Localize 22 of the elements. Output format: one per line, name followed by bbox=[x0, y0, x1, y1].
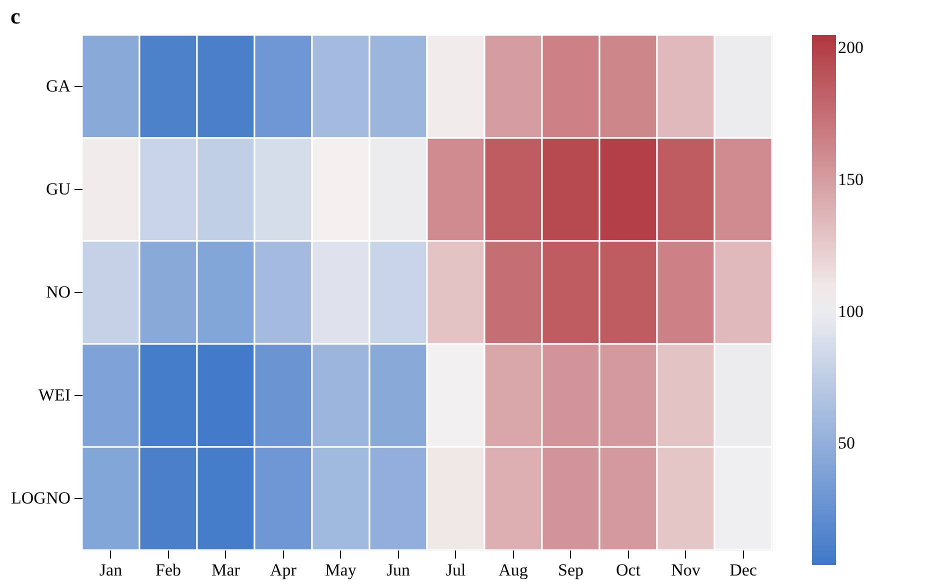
color-bar-label: 100 bbox=[838, 302, 864, 321]
x-tick-label: Aug bbox=[498, 560, 528, 580]
x-tick-label: Jun bbox=[386, 560, 411, 580]
x-tick-label: Apr bbox=[270, 560, 297, 580]
y-tick-label: NO bbox=[46, 282, 70, 302]
x-tick-label: Feb bbox=[156, 560, 181, 580]
y-tick-label: GU bbox=[46, 180, 70, 198]
chart-title: c bbox=[10, 3, 21, 28]
color-bar-label: 50 bbox=[838, 434, 855, 453]
x-tick-label: Mar bbox=[212, 560, 240, 580]
x-tick-label: Jan bbox=[99, 560, 123, 580]
x-tick-label: May bbox=[325, 560, 357, 580]
y-tick-label: LOGNO bbox=[11, 488, 70, 508]
y-tick-label: WEI bbox=[38, 386, 71, 404]
x-tick-label: Oct bbox=[616, 560, 641, 580]
x-tick-label: Jul bbox=[446, 560, 466, 580]
x-tick-label: Sep bbox=[558, 560, 584, 580]
color-bar-label: 150 bbox=[838, 170, 864, 190]
x-tick-label: Dec bbox=[730, 560, 758, 580]
color-bar-label: 200 bbox=[838, 38, 864, 58]
x-tick-label: Nov bbox=[671, 560, 701, 580]
y-tick-label: GA bbox=[46, 76, 72, 96]
